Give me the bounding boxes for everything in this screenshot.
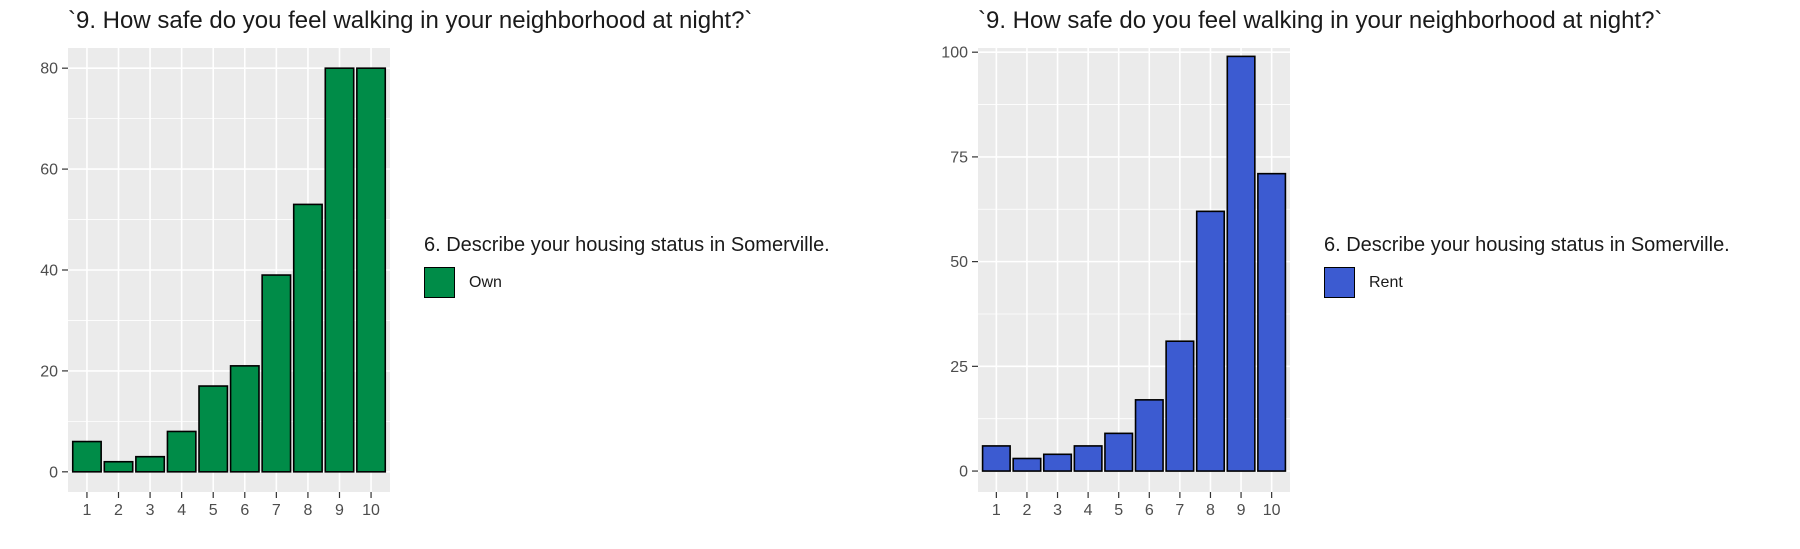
legend-title: 6. Describe your housing status in Somer… [1324,234,1730,256]
legend-label-rent: Rent [1369,273,1403,291]
x-tick-label: 4 [1084,502,1093,519]
chart-title: `9. How safe do you feel walking in your… [68,7,753,34]
x-tick-label: 6 [240,502,249,519]
bar-chart-own: 0 20 40 60 80 1 2 3 4 5 6 7 8 9 10 [40,48,390,519]
x-tick-label: 5 [209,502,218,519]
chart-title: `9. How safe do you feel walking in your… [978,7,1663,34]
x-tick-label: 6 [1145,502,1154,519]
legend-title: 6. Describe your housing status in Somer… [424,234,830,256]
x-tick-label: 3 [1053,502,1062,519]
y-tick-label: 0 [959,464,968,481]
bar-2 [103,460,134,473]
bar-7 [261,274,292,473]
x-tick-label: 8 [1206,502,1215,519]
bar-7 [1165,340,1195,472]
legend-item-rent: Rent [1324,267,1730,298]
bar-10 [1257,172,1287,472]
bar-5 [1104,432,1134,472]
x-tick-label: 5 [1114,502,1123,519]
bar-8 [292,203,323,473]
legend-label-own: Own [469,273,502,291]
bar-5 [198,385,229,473]
legend: 6. Describe your housing status in Somer… [424,234,830,298]
bar-9 [1226,55,1256,472]
x-tick-label: 10 [362,502,380,519]
legend: 6. Describe your housing status in Somer… [1324,234,1730,298]
x-tick-label: 7 [272,502,281,519]
bar-10 [356,67,387,473]
chart-panel-rent: `9. How safe do you feel walking in your… [900,0,1800,549]
bar-chart-rent: 0 25 50 75 100 1 2 3 4 5 6 7 8 9 10 [941,45,1290,519]
x-tick-label: 4 [177,502,186,519]
legend-key-rent [1324,267,1355,298]
y-tick-label: 75 [950,149,968,166]
y-tick-label: 0 [49,464,58,481]
bar-1 [71,440,102,473]
x-tick-label: 2 [1022,502,1031,519]
bar-4 [1073,445,1103,472]
x-tick-label: 9 [1237,502,1246,519]
x-tick-label: 10 [1263,502,1281,519]
y-tick-label: 20 [40,363,58,380]
legend-item-own: Own [424,267,830,298]
y-tick-label: 25 [950,359,968,376]
bar-6 [1134,399,1164,472]
bar-4 [166,430,197,473]
bar-3 [1042,453,1073,472]
x-tick-label: 9 [335,502,344,519]
x-tick-label: 1 [82,502,91,519]
bar-3 [135,455,166,473]
bar-9 [324,67,355,473]
bar-8 [1195,210,1226,472]
x-tick-label: 1 [992,502,1001,519]
y-tick-label: 100 [941,45,968,62]
y-tick-label: 80 [40,61,58,78]
y-tick-label: 40 [40,263,58,280]
x-tick-label: 7 [1175,502,1184,519]
x-tick-label: 3 [146,502,155,519]
x-tick-label: 8 [303,502,312,519]
y-tick-label: 50 [950,254,968,271]
bar-2 [1012,457,1042,472]
chart-panel-own: `9. How safe do you feel walking in your… [40,7,830,519]
y-tick-label: 60 [40,162,58,179]
legend-key-own [424,267,455,298]
x-tick-label: 2 [114,502,123,519]
bar-6 [229,365,260,473]
bar-1 [981,445,1011,472]
